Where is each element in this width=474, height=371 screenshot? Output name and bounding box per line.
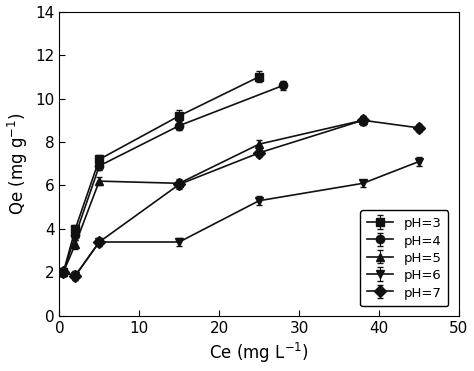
Legend: pH=3, pH=4, pH=5, pH=6, pH=7: pH=3, pH=4, pH=5, pH=6, pH=7 xyxy=(360,210,448,306)
Y-axis label: Qe (mg g$^{-1}$): Qe (mg g$^{-1}$) xyxy=(6,112,30,215)
X-axis label: Ce (mg L$^{-1}$): Ce (mg L$^{-1}$) xyxy=(209,341,309,365)
